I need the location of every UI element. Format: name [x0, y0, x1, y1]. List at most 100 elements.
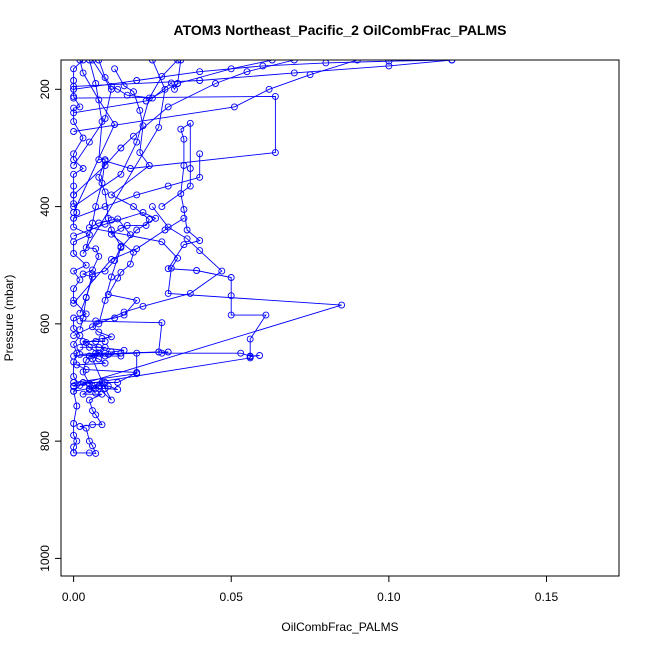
data-point [164, 289, 172, 297]
data-point [155, 123, 163, 131]
data-point [101, 203, 109, 211]
data-point [158, 349, 166, 357]
data-point [448, 60, 456, 64]
data-point [79, 270, 87, 278]
series-layer [70, 60, 456, 457]
data-point [76, 103, 84, 111]
y-axis-label: Pressure (mbar) [2, 275, 16, 362]
data-point [76, 276, 84, 284]
data-point [164, 103, 172, 111]
data-point [180, 206, 188, 213]
data-point [85, 138, 93, 146]
data-point [180, 214, 188, 222]
data-point [174, 60, 182, 64]
data-point [126, 165, 134, 172]
series-line [73, 212, 157, 325]
data-point [89, 273, 96, 281]
data-point [82, 261, 90, 269]
data-point [95, 328, 103, 336]
series-line [73, 206, 223, 337]
data-point [79, 390, 87, 398]
data-point [133, 226, 141, 234]
data-point [79, 368, 87, 376]
data-point [76, 317, 84, 325]
data-point [246, 335, 254, 343]
data-point [107, 273, 115, 281]
data-point [139, 302, 147, 310]
data-point [123, 221, 131, 229]
data-point [262, 311, 270, 319]
data-point [133, 296, 141, 304]
data-point [265, 85, 273, 93]
data-point [95, 173, 103, 181]
data-point [196, 150, 204, 158]
data-point [130, 132, 137, 140]
series-line [73, 60, 452, 87]
data-point [85, 384, 93, 392]
data-point [177, 190, 185, 198]
data-point [183, 226, 191, 234]
data-point [114, 274, 122, 282]
data-point [92, 349, 100, 357]
data-point [256, 352, 264, 359]
data-point [101, 115, 109, 123]
data-point [136, 149, 144, 157]
data-point [82, 356, 90, 364]
data-point [82, 244, 90, 252]
data-point [193, 267, 201, 274]
data-point [85, 224, 93, 232]
data-point [92, 203, 100, 211]
data-point [227, 311, 235, 319]
data-point [114, 215, 122, 223]
data-point [70, 232, 78, 240]
data-point [70, 314, 78, 322]
data-point [126, 231, 134, 239]
data-point [104, 214, 112, 222]
x-axis-label: OilCombFrac_PALMS [281, 620, 398, 634]
data-point [92, 449, 100, 457]
series-line [73, 60, 452, 90]
series-line [73, 95, 276, 330]
data-point [82, 424, 90, 432]
data-point [290, 69, 298, 77]
data-point [76, 60, 84, 64]
y-tick-label: 400 [38, 196, 52, 216]
data-point [268, 60, 276, 64]
data-point [126, 260, 134, 268]
data-point [95, 60, 103, 64]
data-point [95, 252, 103, 260]
y-tick-label: 200 [38, 79, 52, 99]
data-point [70, 170, 78, 178]
data-point [107, 396, 115, 404]
data-point [271, 92, 279, 100]
data-point [76, 309, 84, 317]
y-tick-label: 1000 [38, 545, 52, 572]
data-point [82, 294, 90, 301]
data-point [174, 80, 182, 87]
data-point [70, 109, 78, 117]
data-point [70, 162, 78, 169]
data-point [70, 383, 78, 391]
data-point [95, 320, 103, 328]
data-point [92, 245, 100, 253]
data-point [70, 379, 78, 386]
data-point [111, 257, 119, 264]
data-point [218, 267, 226, 275]
data-point [117, 170, 125, 178]
x-axis: 0.00 0.05 0.10 0.15 [62, 575, 558, 604]
data-point [70, 285, 78, 293]
data-point [101, 296, 109, 304]
data-point [76, 343, 84, 351]
data-point [98, 179, 106, 187]
data-point [70, 150, 78, 158]
data-point [79, 165, 87, 172]
data-point [212, 80, 219, 87]
data-point [107, 230, 115, 238]
data-point [177, 125, 185, 133]
data-point [139, 209, 147, 216]
series-line [73, 60, 358, 132]
data-point [85, 343, 93, 351]
data-point [89, 60, 96, 64]
data-point [70, 387, 78, 395]
series-line [82, 60, 166, 254]
